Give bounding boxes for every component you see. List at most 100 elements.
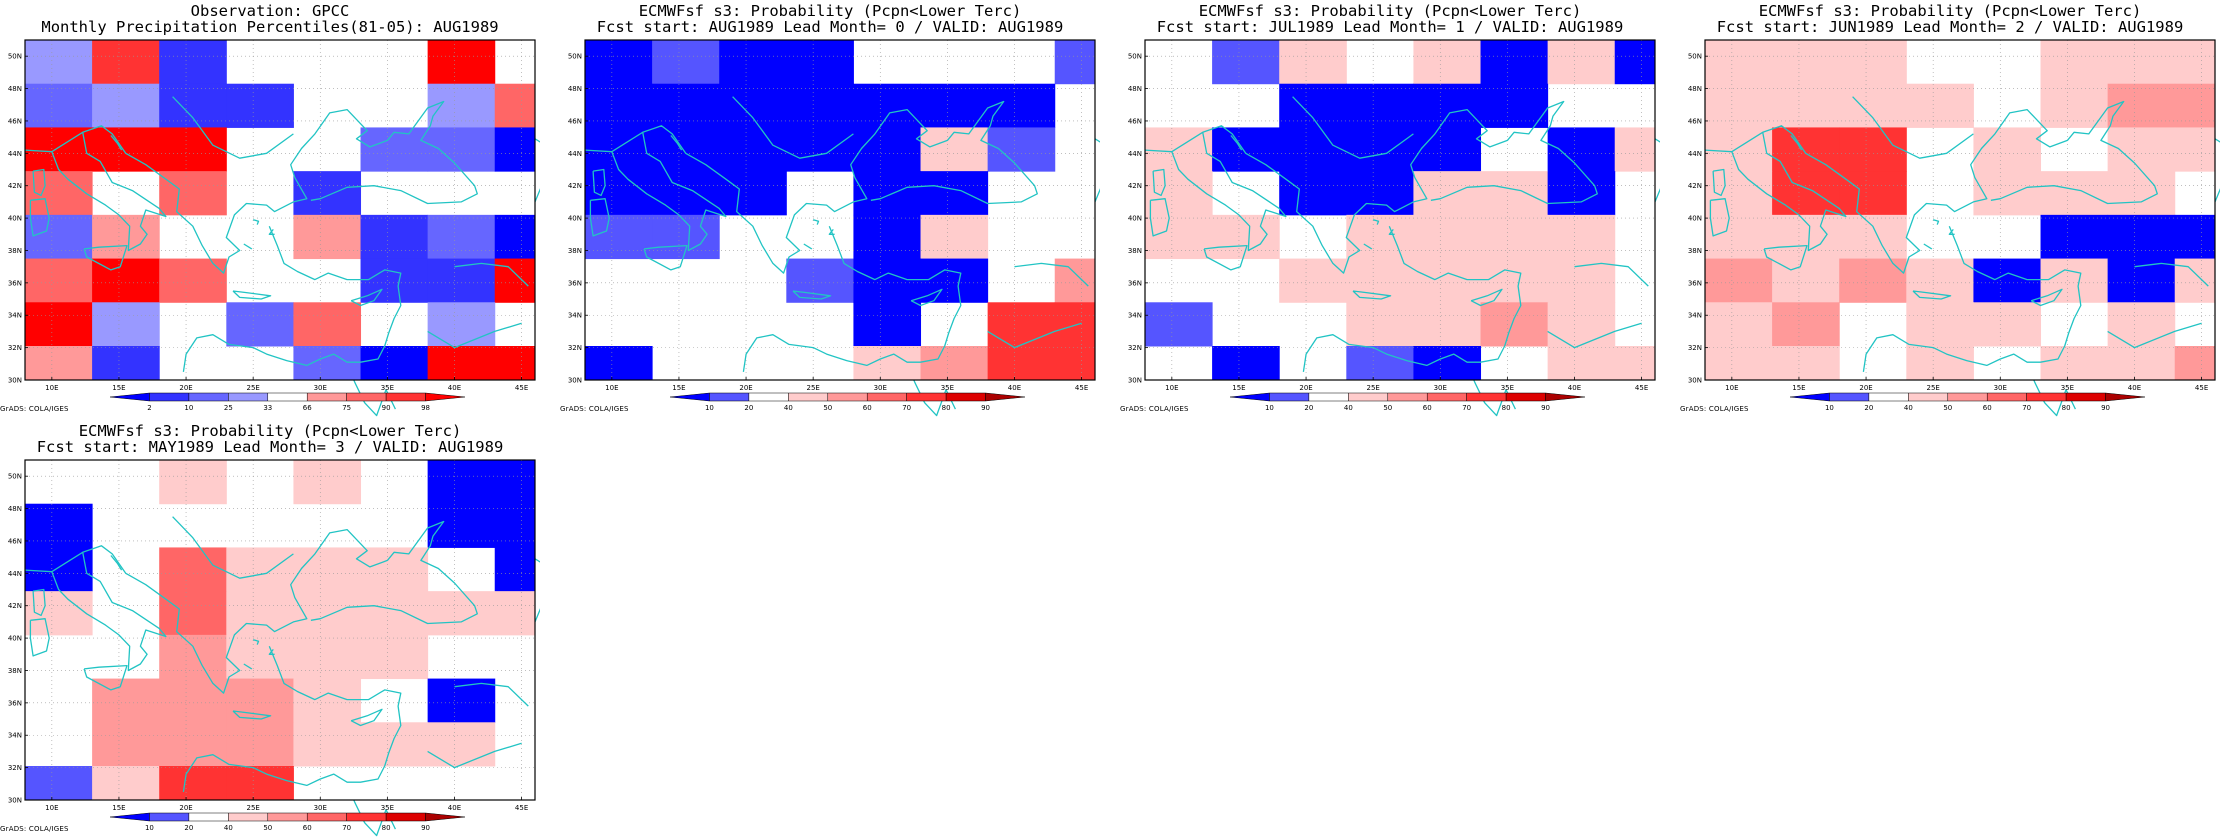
coastline: [350, 288, 383, 307]
grid-cell: [1705, 302, 1773, 347]
grid-cell: [1480, 214, 1549, 260]
coastline: [803, 243, 813, 250]
grid-cell: [494, 83, 536, 128]
y-tick-label: 40N: [568, 215, 582, 223]
grid-cell: [920, 83, 989, 128]
y-tick-label: 38N: [8, 667, 22, 675]
coastline: [83, 664, 128, 691]
grid-cell: [786, 127, 854, 172]
colorbar-segment: [1229, 392, 1270, 402]
colorbar-segment: [1986, 392, 2027, 402]
colorbar-label: 10: [145, 824, 154, 832]
colorbar-label: 2: [147, 404, 151, 412]
grid-cell: [1705, 258, 1773, 303]
grid-cell: [226, 83, 294, 128]
x-tick-label: 30E: [314, 384, 327, 392]
y-tick-label: 50N: [568, 53, 582, 61]
grid-cell: [1839, 258, 1907, 303]
x-tick-label: 10E: [1725, 384, 1738, 392]
grid-cell: [1772, 346, 1840, 381]
colorbar-label: 40: [1344, 404, 1353, 412]
y-tick-label: 30N: [1128, 377, 1142, 385]
coastline: [454, 262, 529, 287]
x-tick-label: 20E: [179, 804, 192, 812]
grid-cell: [92, 127, 160, 172]
x-tick-label: 25E: [1366, 384, 1379, 392]
colorbar-label: 50: [263, 824, 272, 832]
x-tick-label: 35E: [941, 384, 954, 392]
colorbar-segment: [425, 812, 466, 822]
colorbar: 2 10 25 33 66 75 90 98: [109, 392, 466, 412]
y-tick-label: 32N: [8, 344, 22, 352]
colorbar-label: 80: [2062, 404, 2071, 412]
colorbar-segment: [1868, 392, 1909, 402]
coastline: [1152, 168, 1166, 197]
grid-cell: [1212, 127, 1280, 172]
y-tick-label: 44N: [8, 570, 22, 578]
panel-title: ECMWFsf s3: Probability (Pcpn<Lower Terc…: [1758, 2, 2142, 20]
grid-cell: [1279, 127, 1347, 172]
grid-cell: [360, 722, 429, 767]
grid-cell: [1547, 302, 1616, 347]
grid-cell: [1413, 346, 1482, 381]
coastlines: [24, 96, 540, 417]
colorbar-segment: [425, 392, 466, 402]
panel-title: ECMWFsf s3: Probability (Pcpn<Lower Terc…: [78, 422, 462, 440]
coastline: [1654, 138, 1660, 203]
map-plot: 50N 48N 46N 44N 42N 40N 38N 36N 34N 32N 30N 10E 15E 2…: [1128, 39, 1660, 417]
grid-cell: [1547, 214, 1616, 260]
y-tick-label: 46N: [568, 117, 582, 125]
y-tick-label: 38N: [8, 247, 22, 255]
grid-cell: [226, 302, 294, 347]
y-tick-label: 46N: [8, 537, 22, 545]
grid-cell: [1973, 302, 2042, 347]
grid-cell: [853, 346, 922, 381]
colorbar-segment: [228, 392, 269, 402]
grid-cell: [1705, 40, 1773, 85]
y-tick-label: 42N: [8, 182, 22, 190]
grid-cell: [293, 722, 362, 767]
colorbar-segment: [2105, 392, 2146, 402]
y-tick-label: 44N: [8, 150, 22, 158]
grid-cell: [1839, 214, 1907, 260]
x-tick-label: 30E: [314, 804, 327, 812]
coastline: [83, 244, 128, 271]
grid-cell: [853, 214, 922, 260]
grid-cell: [1480, 171, 1549, 216]
grid-cell: [427, 460, 496, 505]
coastline: [1712, 168, 1726, 197]
colorbar-segment: [788, 392, 829, 402]
x-tick-label: 40E: [1008, 384, 1021, 392]
map-plot: 50N 48N 46N 44N 42N 40N 38N 36N 34N 32N 30N 10E 15E 2…: [568, 39, 1100, 417]
grid-cell: [920, 127, 989, 172]
colorbar-segment: [827, 392, 868, 402]
grid-cell: [987, 83, 1056, 128]
grid-cell: [1547, 171, 1616, 216]
colorbar-label: 20: [1864, 404, 1873, 412]
grid-cell: [427, 722, 496, 767]
grid-cell: [585, 40, 653, 85]
grid-cell: [1547, 346, 1616, 381]
y-tick-label: 42N: [8, 602, 22, 610]
coastline: [1470, 288, 1503, 307]
grid-cell: [1705, 83, 1773, 128]
grid-cell: [427, 302, 496, 347]
y-tick-label: 42N: [1688, 182, 1702, 190]
colorbar-segment: [346, 392, 387, 402]
x-tick-label: 40E: [448, 804, 461, 812]
coastline: [1388, 228, 1395, 235]
colorbar-label: 10: [184, 404, 193, 412]
grid-cell: [652, 127, 720, 172]
colorbar-label: 60: [1423, 404, 1432, 412]
data-cells: [585, 40, 1096, 381]
coastline: [1149, 198, 1170, 237]
grid-cell: [920, 214, 989, 260]
colorbar-label: 50: [1383, 404, 1392, 412]
x-tick-label: 40E: [448, 384, 461, 392]
grid-cell: [1906, 346, 1974, 381]
coastline: [1933, 219, 1940, 225]
colorbar-label: 20: [744, 404, 753, 412]
colorbar-label: 20: [184, 824, 193, 832]
x-tick-label: 45E: [1075, 384, 1088, 392]
coastline: [1912, 290, 1952, 300]
